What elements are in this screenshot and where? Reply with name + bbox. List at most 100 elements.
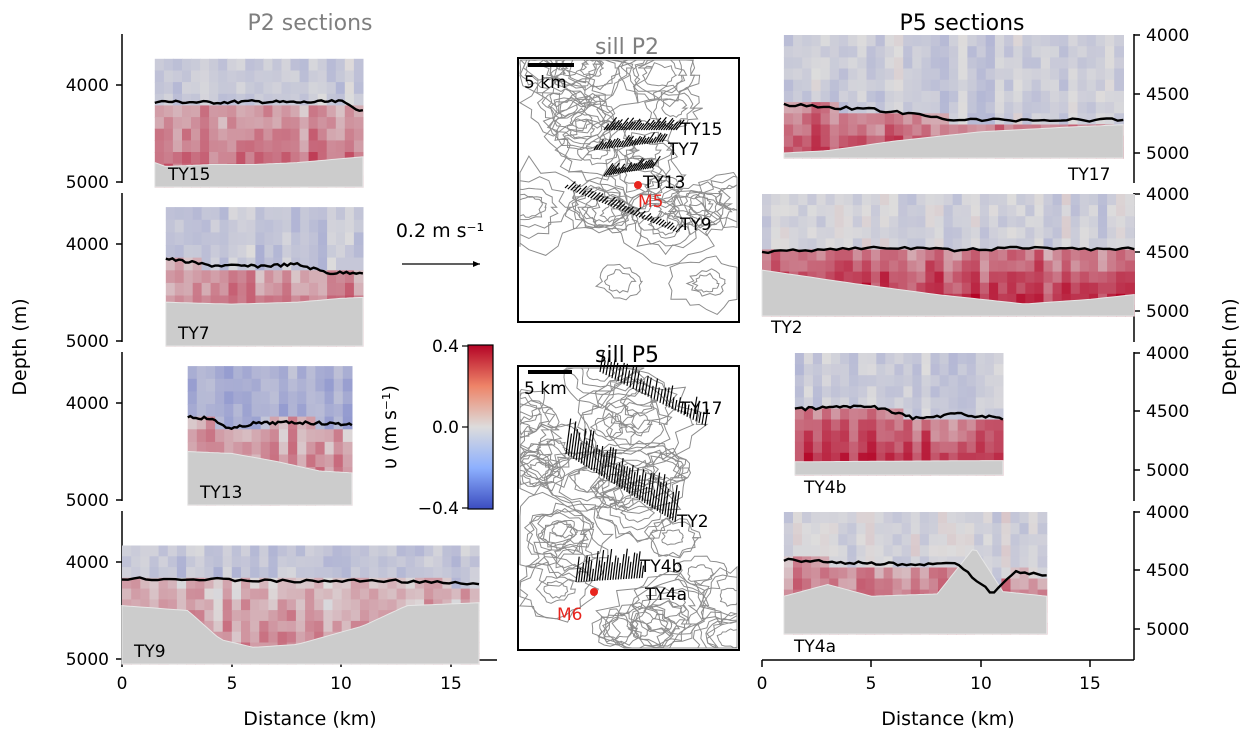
- heatmap-cell: [277, 545, 288, 557]
- velocity-vector: [646, 472, 652, 505]
- velocity-vector: [649, 217, 655, 223]
- heatmap-cell: [957, 441, 968, 454]
- heatmap-cell: [255, 270, 265, 284]
- heatmap-cell: [866, 46, 877, 58]
- heatmap-cell: [865, 545, 876, 557]
- heatmap-cell: [278, 441, 289, 456]
- bathymetry-contour: [595, 479, 676, 542]
- heatmap-cell: [798, 238, 808, 251]
- heatmap-cell: [838, 578, 848, 591]
- heatmap-cell: [1059, 46, 1069, 58]
- heatmap-cell: [272, 58, 282, 72]
- heatmap-cell: [433, 556, 443, 568]
- heatmap-cell: [966, 364, 977, 376]
- velocity-vector: [627, 206, 634, 214]
- velocity-vector: [601, 196, 609, 204]
- heatmap-cell: [308, 70, 319, 83]
- heatmap-cell: [300, 245, 310, 259]
- heatmap-cell: [341, 620, 352, 633]
- heatmap-cell: [1061, 249, 1072, 262]
- heatmap-cell: [1070, 205, 1081, 217]
- bathymetry-contour: [603, 268, 637, 294]
- heatmap-cell: [807, 205, 818, 217]
- heatmap-cell: [345, 257, 355, 271]
- heatmap-cell: [1034, 238, 1045, 251]
- bathymetry-contour: [539, 520, 577, 548]
- heatmap-cell: [342, 454, 353, 468]
- heatmap-cell: [811, 556, 821, 569]
- heatmap-cell: [1088, 238, 1099, 251]
- heatmap-cell: [921, 386, 932, 398]
- heatmap-cell: [259, 545, 270, 557]
- heatmap-cell: [866, 90, 877, 103]
- heatmap-cell: [268, 588, 279, 600]
- heatmap-cell: [236, 105, 246, 118]
- heatmap-cell: [245, 152, 255, 165]
- heatmap-cell: [880, 216, 890, 228]
- heatmap-cell: [884, 124, 895, 137]
- heatmap-cell: [992, 567, 1002, 580]
- heatmap-cell: [1019, 578, 1030, 591]
- heatmap-cell: [930, 452, 941, 465]
- velocity-vector: [611, 358, 616, 379]
- heatmap-cell: [794, 364, 805, 376]
- heatmap-cell: [317, 152, 328, 165]
- heatmap-cell: [783, 113, 794, 126]
- bathymetry-contour: [536, 438, 571, 468]
- heatmap-cell: [952, 194, 963, 206]
- heatmap-cell: [405, 545, 416, 557]
- heatmap-cell: [405, 588, 416, 600]
- heatmap-cell: [327, 207, 337, 221]
- heatmap-cell: [305, 620, 315, 633]
- heatmap-cell: [811, 79, 822, 92]
- heatmap-cell: [1061, 205, 1072, 217]
- heatmap-cell: [803, 397, 814, 410]
- heatmap-cell: [919, 512, 930, 524]
- heatmap-cell: [938, 512, 948, 524]
- heatmap-cell: [847, 556, 857, 569]
- heatmap-cell: [241, 588, 251, 600]
- heatmap-cell: [858, 386, 868, 398]
- heatmap-cell: [1010, 534, 1021, 546]
- heatmap-cell: [903, 79, 913, 92]
- heatmap-cell: [195, 556, 205, 568]
- velocity-vector: [593, 144, 599, 151]
- heatmap-cell: [930, 353, 941, 365]
- heatmap-cell: [172, 140, 183, 153]
- heatmap-cell: [131, 599, 141, 611]
- heatmap-cell: [1070, 238, 1081, 251]
- velocity-vector: [608, 361, 612, 377]
- heatmap-cell: [998, 238, 1008, 251]
- bathymetry-contour: [621, 411, 654, 437]
- heatmap-cell: [930, 35, 941, 47]
- heatmap-cell: [317, 105, 328, 118]
- velocity-vector: [628, 140, 634, 147]
- heatmap-cell: [976, 46, 987, 58]
- velocity-vector: [644, 212, 652, 221]
- velocity-vector: [652, 216, 660, 224]
- section-label-ty7: TY7: [177, 324, 210, 344]
- velocity-vector: [623, 136, 631, 147]
- heatmap-cell: [975, 375, 986, 387]
- heatmap-cell: [811, 46, 822, 58]
- velocity-vector: [567, 433, 573, 456]
- heatmap-cell: [201, 282, 212, 297]
- heatmap-cell: [231, 545, 242, 557]
- heatmap-cell: [949, 68, 959, 81]
- heatmap-cell: [993, 386, 1004, 398]
- map-p5-scale-label: 5 km: [524, 379, 567, 399]
- heatmap-cell: [154, 82, 165, 95]
- heatmap-cell: [378, 556, 389, 568]
- heatmap-cell: [200, 70, 210, 83]
- velocity-vector: [632, 206, 642, 216]
- heatmap-cell: [993, 353, 1004, 365]
- heatmap-cell: [858, 375, 868, 387]
- heatmap-cell: [822, 386, 832, 398]
- heatmap-cell: [1050, 46, 1060, 58]
- heatmap-cell: [820, 545, 830, 557]
- heatmap-cell: [277, 556, 288, 568]
- velocity-vector: [578, 442, 582, 462]
- heatmap-cell: [875, 68, 886, 81]
- heatmap-cell: [1107, 271, 1117, 284]
- velocity-vector: [643, 136, 650, 145]
